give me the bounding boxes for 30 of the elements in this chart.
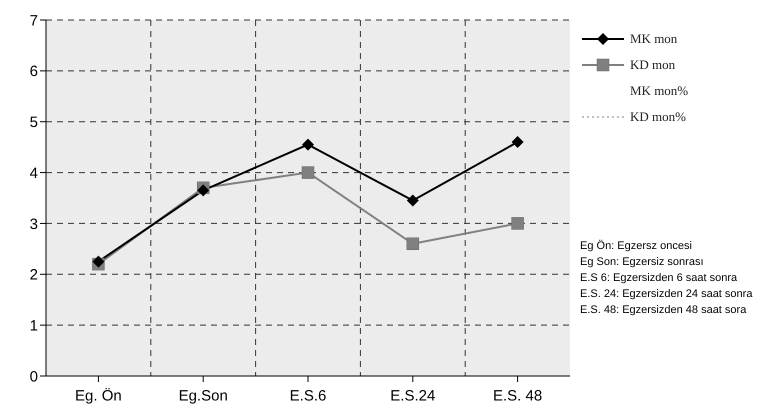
text: Eg Ön: Egzersz oncesi	[580, 238, 693, 254]
point	[406, 194, 419, 207]
y-tick-label: 2	[30, 266, 38, 284]
x-tick-label: E.S.6	[290, 388, 326, 405]
y-tick-label: 4	[30, 164, 38, 182]
point	[302, 138, 314, 151]
legend-label: KD mon%	[630, 109, 686, 125]
x-tick-label: E.S. 48	[493, 388, 542, 405]
y-tick-label: 3	[30, 216, 38, 233]
text: E.S. 48: Egzersizden 48 saat sora	[580, 303, 748, 318]
y-tick-label: 5	[30, 114, 38, 132]
point	[406, 238, 420, 250]
point	[197, 184, 210, 196]
legend-label: KD mon	[630, 57, 676, 73]
y-tick-label: 7	[30, 12, 38, 30]
point	[512, 136, 524, 148]
y-tick-label: 6	[30, 63, 38, 80]
x-tick-label: E.S.24	[390, 388, 436, 405]
x-tick-label: Eg. Ön	[75, 388, 122, 405]
legend-label: MK mon	[630, 31, 678, 47]
text: E.S 6: Egzersizden 6 saat sonra	[580, 271, 738, 286]
text: Eg Son: Egzersiz sonrası	[580, 255, 705, 270]
text: MK mon%	[630, 83, 688, 99]
point	[92, 256, 104, 268]
y-tick-label: 0	[30, 368, 38, 386]
x-tick-label: Eg.Son	[178, 388, 228, 405]
text: E.S. 24: Egzersizden 24 saat sonra	[580, 287, 754, 302]
y-tick-label: 1	[30, 317, 38, 334]
point	[302, 166, 314, 179]
point	[511, 217, 524, 230]
